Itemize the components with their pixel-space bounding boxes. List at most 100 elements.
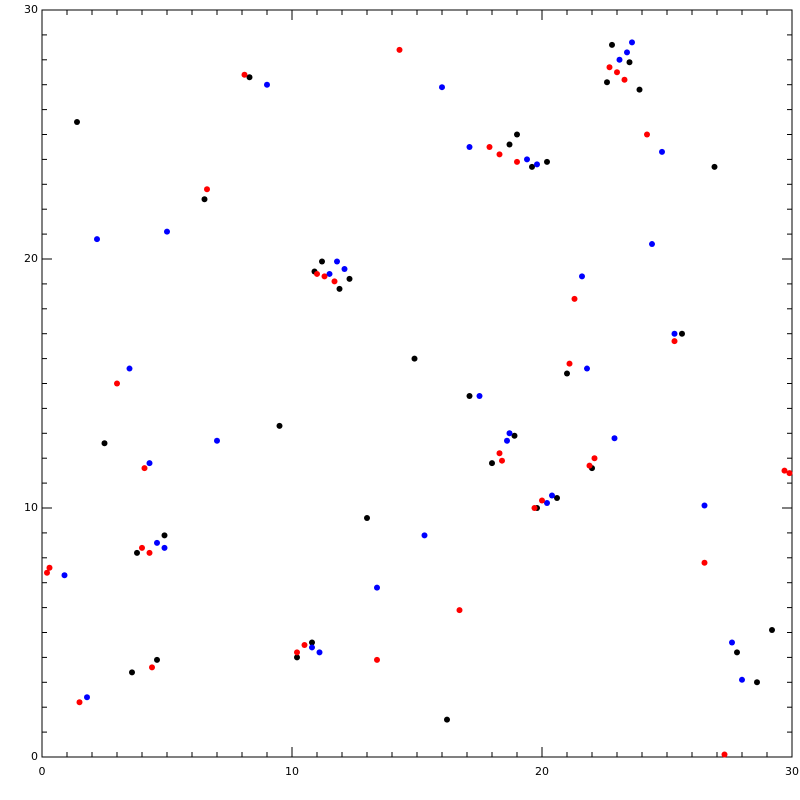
particle [579,273,585,280]
particle [644,131,650,138]
particle [411,355,418,362]
particle [721,751,728,758]
particle [456,607,463,614]
particle [154,656,160,663]
particle [316,649,323,656]
particle [149,664,155,671]
particle [616,56,623,63]
particle [439,84,445,91]
particle [649,241,655,248]
particle [331,278,338,285]
x-tick-label: 30 [785,765,799,778]
particle [334,258,340,265]
particle [126,365,133,372]
particle [374,584,380,591]
particle [294,654,300,661]
particle [341,265,348,272]
particle [496,151,503,158]
particle [139,544,145,551]
particle [134,549,140,556]
particle [246,74,253,81]
particle [476,392,483,399]
particle [486,143,493,150]
particle [769,627,775,634]
particle [466,392,473,399]
particle [604,79,610,86]
particle [301,641,308,648]
particle [466,143,473,150]
particle [671,338,678,345]
y-tick-label: 0 [31,750,38,763]
particle [264,81,270,88]
particle [204,186,210,193]
particle [319,258,325,265]
particle [161,532,168,539]
particle [44,569,50,576]
particle [524,156,530,163]
particle [241,71,248,78]
particle [309,644,315,651]
x-tick-label: 0 [39,765,46,778]
particle [74,119,80,126]
particle [46,564,53,571]
particle [346,275,353,282]
particle [514,158,520,165]
particle [629,39,635,46]
particle [309,639,315,646]
particle [754,679,760,686]
particle [609,41,615,48]
particle [374,656,380,663]
particle [786,470,793,477]
particle [529,163,535,170]
particle [591,455,598,462]
x-tick-label: 10 [285,765,299,778]
particle [571,295,578,302]
y-tick-label: 20 [24,252,38,265]
particle [421,532,428,539]
particle [621,76,628,83]
particle [154,539,160,546]
particle [101,440,108,447]
particle [76,699,83,706]
particle [531,505,538,511]
particle [554,495,560,502]
particle [671,330,678,337]
particle [314,270,320,277]
particle [496,450,503,457]
particle [624,49,630,56]
particle [504,437,510,444]
particle [506,141,513,148]
particle [201,196,208,203]
y-tick-label: 30 [24,3,38,16]
particle [781,467,788,474]
particle [564,370,570,377]
particle [94,236,100,243]
particle [544,500,550,507]
particle [549,492,555,499]
particle [511,432,518,439]
particle [711,163,718,170]
particle [141,465,148,472]
particle [161,544,168,551]
particle [626,59,633,66]
particle [146,460,153,467]
particle [729,639,735,646]
particle [584,365,590,372]
y-tick-label: 10 [24,501,38,514]
particle [636,86,643,93]
particle [326,270,333,277]
particle [396,46,403,53]
particle [276,422,283,429]
particle [566,360,573,367]
particle [129,669,135,676]
particle [364,514,370,521]
particle [164,228,170,235]
particle [444,716,450,723]
particle [544,158,550,165]
particle [534,161,540,168]
particle [659,148,665,155]
particle [321,273,328,280]
particle [499,457,505,464]
particle [294,649,300,656]
